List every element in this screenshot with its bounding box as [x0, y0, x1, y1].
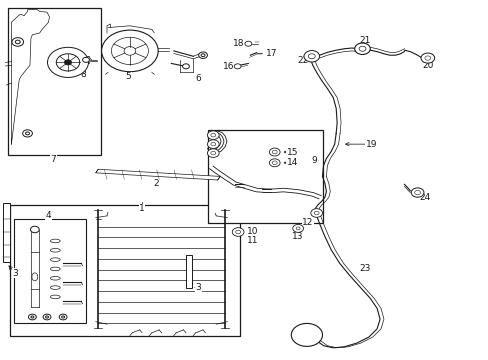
Ellipse shape — [50, 295, 60, 299]
Ellipse shape — [50, 248, 60, 252]
Circle shape — [244, 41, 251, 46]
Circle shape — [43, 314, 51, 320]
Ellipse shape — [50, 258, 60, 261]
Text: 6: 6 — [195, 75, 201, 84]
Text: 15: 15 — [286, 148, 297, 157]
Circle shape — [28, 314, 36, 320]
Circle shape — [424, 56, 430, 60]
Bar — [207, 130, 322, 223]
Circle shape — [207, 149, 219, 157]
Circle shape — [235, 230, 240, 234]
Circle shape — [59, 314, 67, 320]
Circle shape — [15, 40, 20, 44]
Circle shape — [124, 46, 136, 55]
Bar — [14, 220, 86, 323]
Circle shape — [272, 161, 277, 165]
Circle shape — [64, 60, 71, 65]
Circle shape — [210, 134, 215, 137]
Circle shape — [291, 323, 322, 346]
Text: 24: 24 — [418, 193, 429, 202]
Circle shape — [47, 47, 88, 77]
Circle shape — [210, 151, 215, 155]
Text: 16: 16 — [222, 62, 234, 71]
Text: 11: 11 — [246, 237, 258, 246]
Circle shape — [420, 53, 434, 63]
Circle shape — [12, 38, 23, 46]
Text: 10: 10 — [246, 228, 258, 237]
Ellipse shape — [32, 273, 38, 281]
Circle shape — [61, 316, 64, 318]
Circle shape — [22, 130, 32, 137]
Circle shape — [296, 227, 300, 230]
Text: 22: 22 — [297, 57, 308, 66]
Text: 4: 4 — [45, 211, 51, 220]
Bar — [8, 8, 101, 155]
Circle shape — [31, 316, 34, 318]
Circle shape — [198, 52, 207, 58]
Circle shape — [45, 316, 48, 318]
Circle shape — [182, 64, 189, 69]
Circle shape — [234, 64, 241, 69]
Text: 5: 5 — [125, 72, 131, 81]
Circle shape — [308, 54, 315, 59]
Circle shape — [269, 148, 280, 156]
Text: 3: 3 — [195, 283, 201, 292]
Circle shape — [269, 159, 280, 167]
Text: 19: 19 — [365, 140, 376, 149]
Ellipse shape — [50, 267, 60, 271]
Text: 18: 18 — [232, 39, 244, 48]
Circle shape — [82, 57, 89, 62]
Polygon shape — [96, 169, 220, 180]
Text: 23: 23 — [359, 265, 370, 274]
Text: 21: 21 — [359, 36, 370, 45]
Bar — [10, 205, 239, 336]
Circle shape — [30, 226, 39, 233]
Circle shape — [207, 131, 219, 139]
Circle shape — [354, 43, 369, 54]
Circle shape — [292, 225, 303, 232]
Text: 13: 13 — [292, 232, 303, 241]
Text: 2: 2 — [153, 179, 158, 188]
Text: 9: 9 — [311, 156, 316, 165]
Ellipse shape — [50, 286, 60, 289]
Circle shape — [111, 37, 148, 64]
Circle shape — [304, 50, 319, 62]
Circle shape — [201, 54, 204, 57]
Circle shape — [272, 150, 277, 154]
Circle shape — [210, 142, 215, 146]
Text: 8: 8 — [81, 70, 86, 79]
Ellipse shape — [50, 239, 60, 243]
Circle shape — [232, 228, 244, 236]
Circle shape — [314, 211, 319, 215]
Ellipse shape — [50, 276, 60, 280]
Circle shape — [102, 30, 158, 72]
Circle shape — [56, 54, 80, 71]
Text: 14: 14 — [286, 158, 297, 167]
Text: 7: 7 — [50, 155, 56, 164]
Text: 20: 20 — [421, 62, 433, 71]
Circle shape — [310, 209, 322, 217]
Circle shape — [410, 188, 423, 197]
Circle shape — [358, 46, 365, 51]
Text: 3: 3 — [12, 269, 18, 278]
Text: 12: 12 — [302, 218, 313, 227]
Text: 17: 17 — [265, 49, 277, 58]
Bar — [3, 203, 10, 262]
Text: 1: 1 — [139, 204, 144, 213]
Circle shape — [414, 190, 420, 195]
Circle shape — [207, 140, 219, 148]
Bar — [185, 255, 191, 288]
Circle shape — [25, 132, 29, 135]
